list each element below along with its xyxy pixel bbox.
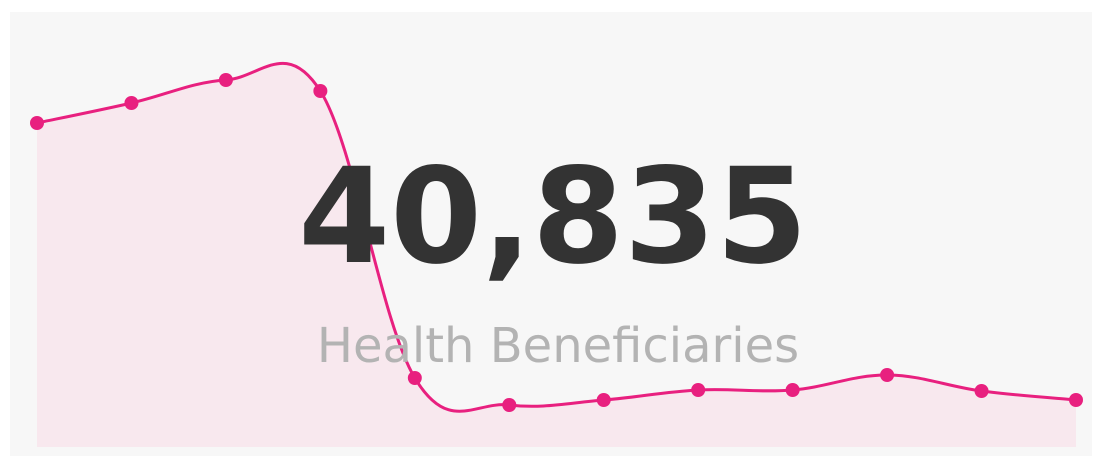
- kpi-value: 40,835: [298, 140, 807, 294]
- point: [313, 84, 328, 98]
- point: [218, 73, 233, 87]
- point: [974, 384, 989, 398]
- point: [691, 383, 706, 397]
- sparkline: [30, 61, 1083, 448]
- point: [124, 96, 139, 110]
- point: [502, 398, 517, 412]
- kpi-label: Health Beneficiaries: [317, 318, 799, 374]
- point: [596, 393, 611, 407]
- point: [880, 368, 895, 382]
- point: [785, 383, 800, 397]
- point: [1069, 393, 1083, 407]
- point: [407, 371, 422, 385]
- point: [30, 116, 44, 130]
- area: [37, 63, 1076, 448]
